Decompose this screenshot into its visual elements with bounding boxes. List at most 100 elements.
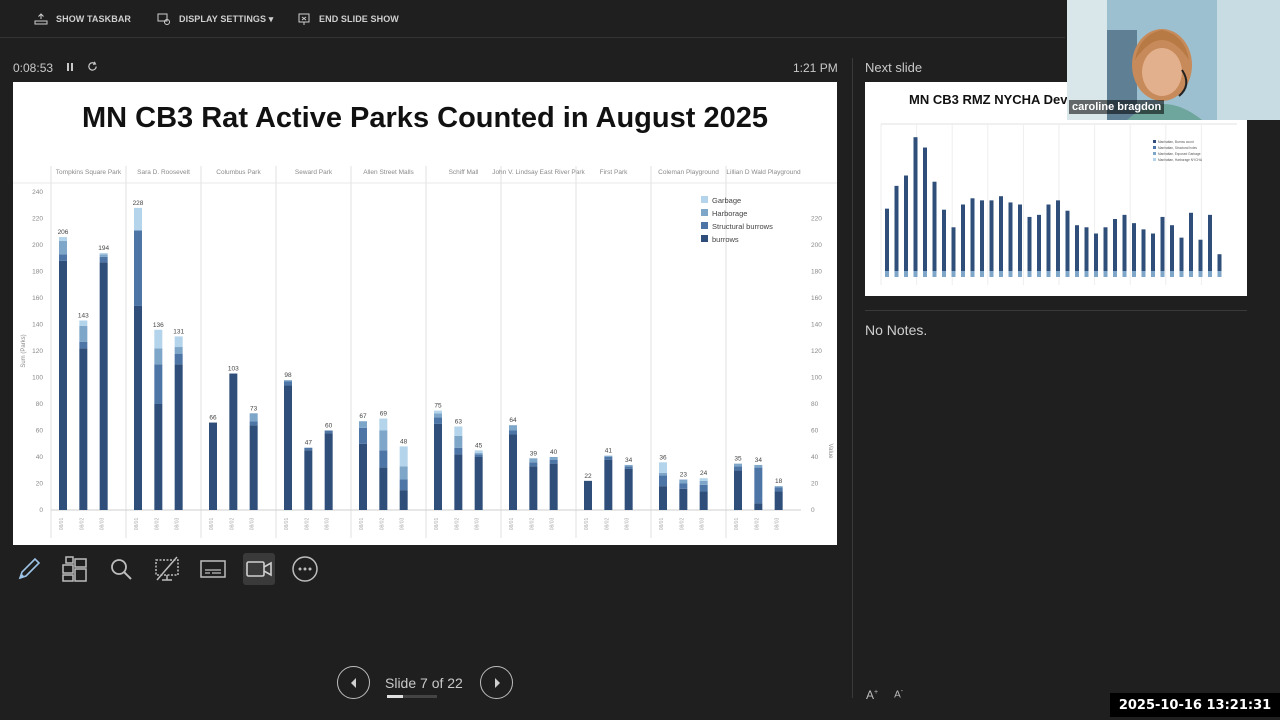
thumb-bar-base [1065,271,1070,277]
display-settings-button[interactable]: DISPLAY SETTINGS ▾ [157,12,273,26]
bar-value-label: 34 [625,457,633,464]
thumb-bar [961,204,965,277]
thumb-bar [904,175,908,277]
bar-segment-structural [359,427,367,444]
legend-label: burrows [712,235,739,244]
bar-segment-burrows [624,468,633,510]
y-tick-label: 20 [36,481,44,488]
thumb-bar-base [1132,271,1136,277]
decrease-font-icon[interactable]: A- [894,688,904,701]
bar-segment-harborage [624,464,633,467]
participant-name: caroline bragdon [1069,100,1165,114]
bar-segment-structural [699,484,708,492]
legend-swatch [701,209,708,216]
bar-segment-burrows [699,491,708,510]
bar-value-label: 131 [173,328,184,335]
bar-segment-structural [324,430,333,434]
bar-segment-garbage [434,410,442,414]
bar-segment-burrows [79,348,88,510]
thumb-bar [1198,239,1203,277]
x-tick-label: 08/01 [134,518,140,531]
bar-segment-garbage [174,336,183,348]
bar-segment-structural [304,447,313,451]
bar-segment-structural [134,230,142,306]
end-show-icon [298,13,310,25]
x-tick-label: 08/01 [59,518,65,531]
bar-segment-structural [434,417,442,424]
bar-segment-harborage [734,463,742,467]
bar-segment-burrows [209,422,217,510]
x-tick-label: 08/03 [775,518,781,531]
thumb-bar-base [1094,271,1098,277]
y2-tick-label: 120 [811,348,822,355]
elapsed-time: 0:08:53 [13,61,54,75]
thumb-bar-base [913,271,918,277]
bar-segment-garbage [99,252,108,255]
current-slide: MN CB3 Rat Active Parks Counted in Augus… [13,82,837,545]
bar-segment-structural [754,467,763,504]
slide-progress-fill [387,695,403,698]
x-tick-label: 08/03 [550,518,556,531]
zoom-button[interactable] [105,553,137,585]
y-tick-label: 140 [32,322,43,329]
x-tick-label: 08/03 [250,518,256,531]
next-slide-button[interactable] [480,666,513,699]
end-slide-show-button[interactable]: END SLIDE SHOW [297,12,399,26]
thumb-bar-base [951,271,956,277]
thumb-bar [1075,225,1079,277]
panel-header: John V. Lindsay East River Park [492,169,585,176]
previous-slide-button[interactable] [337,666,370,699]
pen-tool-button[interactable] [13,553,45,585]
y-tick-label: 180 [32,269,43,276]
thumb-bar-base [970,271,975,277]
thumb-legend-label: Manhattan, Structural holes [1158,146,1197,150]
camera-button[interactable] [243,553,275,585]
y2-tick-label: 220 [811,216,822,223]
panel-header: Schiff Mall [449,169,479,176]
bar-value-label: 98 [284,372,292,379]
bar-segment-harborage [154,348,163,365]
show-taskbar-button[interactable]: SHOW TASKBAR [34,12,131,26]
panel-header: Sara D. Roosevelt [137,169,190,176]
restart-icon[interactable] [87,61,98,75]
thumb-bar [1046,204,1051,277]
see-all-slides-button[interactable] [59,553,91,585]
pause-icon[interactable] [65,61,75,75]
bar-segment-structural [79,341,88,349]
thumb-legend-swatch [1153,140,1156,143]
thumb-bar [1084,227,1089,277]
bar-segment-burrows [284,385,292,510]
x-tick-label: 08/02 [79,518,85,531]
thumb-bar [989,200,994,277]
bar-segment-garbage [454,426,463,436]
bar-value-label: 18 [775,478,783,485]
more-options-button[interactable] [289,553,321,585]
bar-segment-harborage [379,430,388,451]
thumb-bar [1141,229,1146,277]
presenter-tools [13,553,321,585]
thumb-bar-base [1179,271,1184,277]
thumb-bar [932,181,937,277]
bar-segment-burrows [359,443,367,510]
increase-font-icon[interactable]: A+ [866,688,879,702]
bar-value-label: 194 [98,245,109,252]
bar-segment-burrows [659,486,667,510]
bar-segment-harborage [474,453,483,455]
bar-segment-structural [549,459,558,464]
black-screen-button[interactable] [151,553,183,585]
thumb-bar-base [1037,271,1041,277]
thumb-bar-base [961,271,965,277]
y2-tick-label: 200 [811,242,822,249]
bar-segment-garbage [474,450,483,454]
bar-segment-burrows [154,404,163,510]
thumb-bar [894,185,899,277]
thumb-bar [1132,223,1136,277]
rat-parks-chart: Tompkins Square Park Sara D. Roosevelt Col… [13,166,837,538]
thumb-bar-base [1018,271,1022,277]
thumb-bar [1065,210,1070,277]
bar-segment-structural [154,364,163,404]
x-tick-label: 08/03 [100,518,106,531]
subtitles-button[interactable] [197,553,229,585]
x-tick-label: 08/01 [209,518,215,531]
panel-header: Columbus Park [216,169,261,176]
